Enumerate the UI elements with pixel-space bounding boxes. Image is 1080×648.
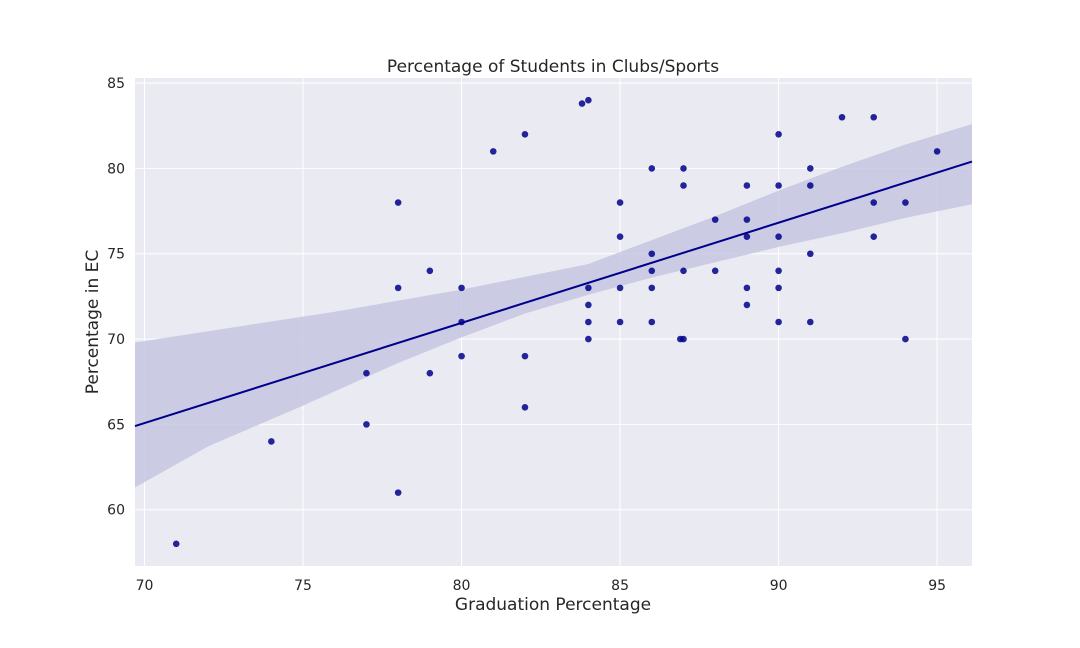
x-tick-label: 80 [453,578,471,594]
data-point [394,489,402,496]
data-point [363,369,370,377]
data-point [394,199,402,206]
data-point [585,96,592,104]
data-point [585,318,592,326]
data-point [521,404,529,411]
data-point [426,369,434,377]
data-point [775,131,782,138]
data-point [363,421,370,428]
y-tick-label: 75 [107,247,125,263]
data-point [743,233,751,240]
data-point [775,233,782,240]
confidence-band-layer [135,124,972,488]
data-point [807,182,814,189]
data-point [775,284,782,292]
data-point [268,438,275,445]
data-point [680,165,687,172]
data-point [775,318,782,326]
data-point [648,267,656,275]
data-point [933,148,941,155]
data-points [172,96,941,548]
data-point [838,113,846,121]
data-point [521,131,529,138]
data-point [870,113,878,121]
data-point [616,284,624,292]
x-tick-labels: 70 75 80 85 90 95 [136,578,946,594]
x-axis-label: Graduation Percentage [455,595,651,615]
data-point [807,165,814,172]
data-point [711,267,719,275]
x-tick-label: 85 [611,578,629,594]
x-tick-label: 70 [136,578,154,594]
y-axis-label: Percentage in EC [83,250,103,395]
y-tick-label: 80 [107,161,125,177]
x-tick-label: 90 [770,578,788,594]
data-point [426,267,434,275]
data-point [458,352,465,360]
data-point [172,540,180,548]
data-point [870,199,878,206]
data-point [616,318,624,326]
data-point [743,216,751,223]
data-point [585,335,592,343]
data-point [743,182,751,189]
data-point [743,301,751,309]
data-point [680,267,687,275]
y-tick-label: 70 [107,332,125,348]
data-point [585,284,592,292]
data-point [616,199,624,206]
data-point [648,165,656,172]
data-point [648,250,656,258]
y-tick-label: 65 [107,417,125,433]
data-point [870,233,878,240]
regression-line [134,160,973,428]
data-point [680,335,687,343]
data-point [458,284,465,292]
data-point [743,284,751,292]
data-point [489,148,497,155]
data-point [521,352,529,360]
x-tick-label: 75 [294,578,312,594]
data-point [616,233,624,240]
data-point [807,318,814,326]
data-point [648,284,656,292]
data-point [711,216,719,223]
data-point [807,250,814,258]
data-point [775,182,782,189]
y-tick-labels: 60 65 70 75 80 85 [107,76,125,519]
data-point [585,301,592,309]
data-point [578,100,586,107]
plot-background [135,78,972,566]
x-tick-label: 95 [928,578,946,594]
y-tick-label: 85 [107,76,125,92]
data-point [680,182,687,189]
chart-title: Percentage of Students in Clubs/Sports [387,57,719,77]
regression-line-layer [134,160,973,428]
data-point [458,318,465,326]
data-point [394,284,402,292]
data-point [902,199,909,206]
y-tick-label: 60 [107,503,125,519]
data-point [648,318,656,326]
confidence-band [135,124,972,488]
data-point [775,267,782,275]
data-point [902,335,909,343]
